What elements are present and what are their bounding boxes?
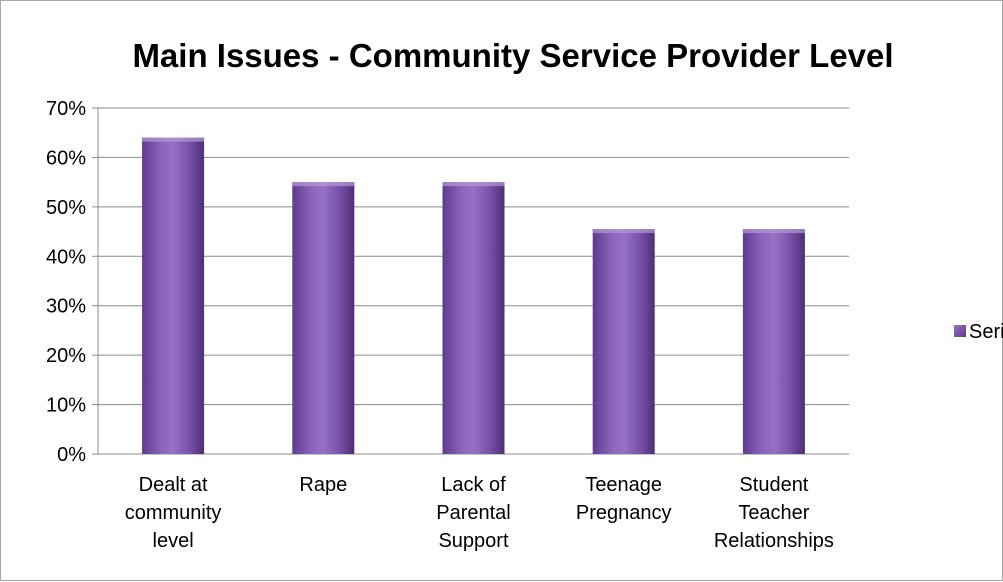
y-tick-label: 20% xyxy=(46,345,86,367)
bar xyxy=(292,182,355,454)
x-category-label: Parental xyxy=(436,502,511,524)
legend-label-series1: Series1 xyxy=(969,321,1003,343)
bar-top-cap xyxy=(442,182,505,187)
y-axis-ticks: 0% 10% 20% 30% 40% 50% 60% 70% xyxy=(46,98,86,466)
y-tick-label: 30% xyxy=(46,296,86,318)
y-tick-label: 70% xyxy=(46,98,86,120)
x-category-label: Relationships xyxy=(714,530,834,552)
chart-title: Main Issues - Community Service Provider… xyxy=(132,37,893,74)
bar xyxy=(142,137,205,454)
bar-top-cap xyxy=(742,229,805,234)
y-tick-label: 10% xyxy=(46,395,86,417)
legend: Series1 xyxy=(954,321,1003,343)
y-tick-label: 0% xyxy=(57,444,86,466)
x-category-label: Rape xyxy=(299,474,347,496)
legend-swatch-series1 xyxy=(954,325,966,337)
x-category-label: community xyxy=(125,502,222,524)
x-category-label: level xyxy=(153,530,194,552)
bar xyxy=(742,229,805,454)
x-category-label: Student xyxy=(739,474,808,496)
x-category-label: Pregnancy xyxy=(576,502,672,524)
bar xyxy=(592,229,655,454)
bar-group xyxy=(592,229,655,454)
bars xyxy=(142,137,805,454)
bar-group xyxy=(142,137,205,454)
bar-group xyxy=(292,182,355,454)
x-category-label: Support xyxy=(438,530,508,552)
bar-group xyxy=(442,182,505,454)
bar-group xyxy=(742,229,805,454)
y-tick-label: 60% xyxy=(46,147,86,169)
x-axis-categories: Dealt at community level Rape Lack of Parenta… xyxy=(125,474,834,552)
x-category-label: Lack of xyxy=(441,474,506,496)
bar-top-cap xyxy=(292,182,355,187)
x-category-label: Teenage xyxy=(585,474,662,496)
bar xyxy=(442,182,505,454)
bar-top-cap xyxy=(142,137,205,142)
x-category-label: Teacher xyxy=(738,502,809,524)
bar-top-cap xyxy=(592,229,655,234)
y-tick-label: 50% xyxy=(46,197,86,219)
x-category-label: Dealt at xyxy=(139,474,208,496)
y-tick-label: 40% xyxy=(46,246,86,268)
